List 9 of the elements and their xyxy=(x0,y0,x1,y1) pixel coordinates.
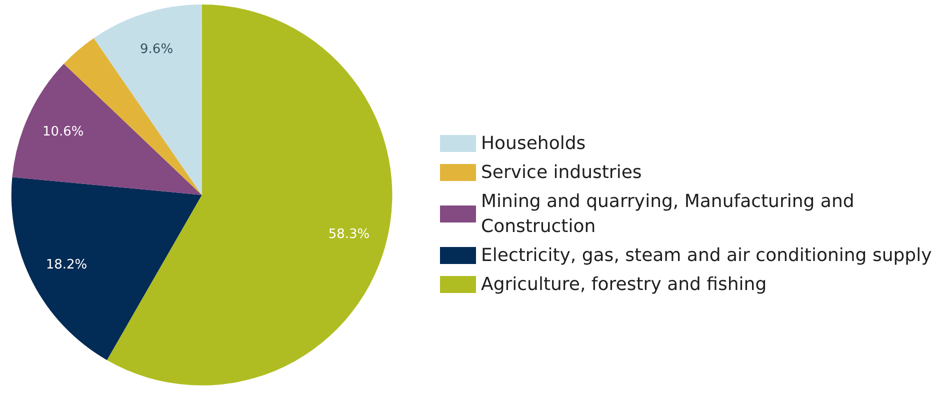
data-label: 58.3% xyxy=(328,226,370,242)
data-label: 10.6% xyxy=(42,124,84,140)
legend-label: Mining and quarrying, Manufacturing and Construction xyxy=(481,191,854,237)
legend-label: Service industries xyxy=(481,162,642,183)
legend-label: Electricity, gas, steam and air conditioning supply xyxy=(481,245,932,266)
legend-label: Agriculture, forestry and fishing xyxy=(481,274,767,295)
data-label: 9.6% xyxy=(140,42,174,58)
data-label: 18.2% xyxy=(46,258,88,273)
legend-label: Households xyxy=(481,133,586,154)
